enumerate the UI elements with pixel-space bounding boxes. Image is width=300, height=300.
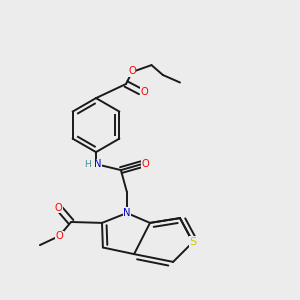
Text: N: N: [123, 208, 130, 218]
Text: H: H: [85, 160, 91, 169]
Text: O: O: [140, 86, 148, 97]
Text: O: O: [55, 231, 63, 241]
Text: O: O: [142, 159, 149, 169]
Text: N: N: [94, 159, 102, 169]
Text: O: O: [55, 202, 62, 213]
Text: O: O: [128, 66, 136, 76]
Text: S: S: [189, 237, 197, 247]
